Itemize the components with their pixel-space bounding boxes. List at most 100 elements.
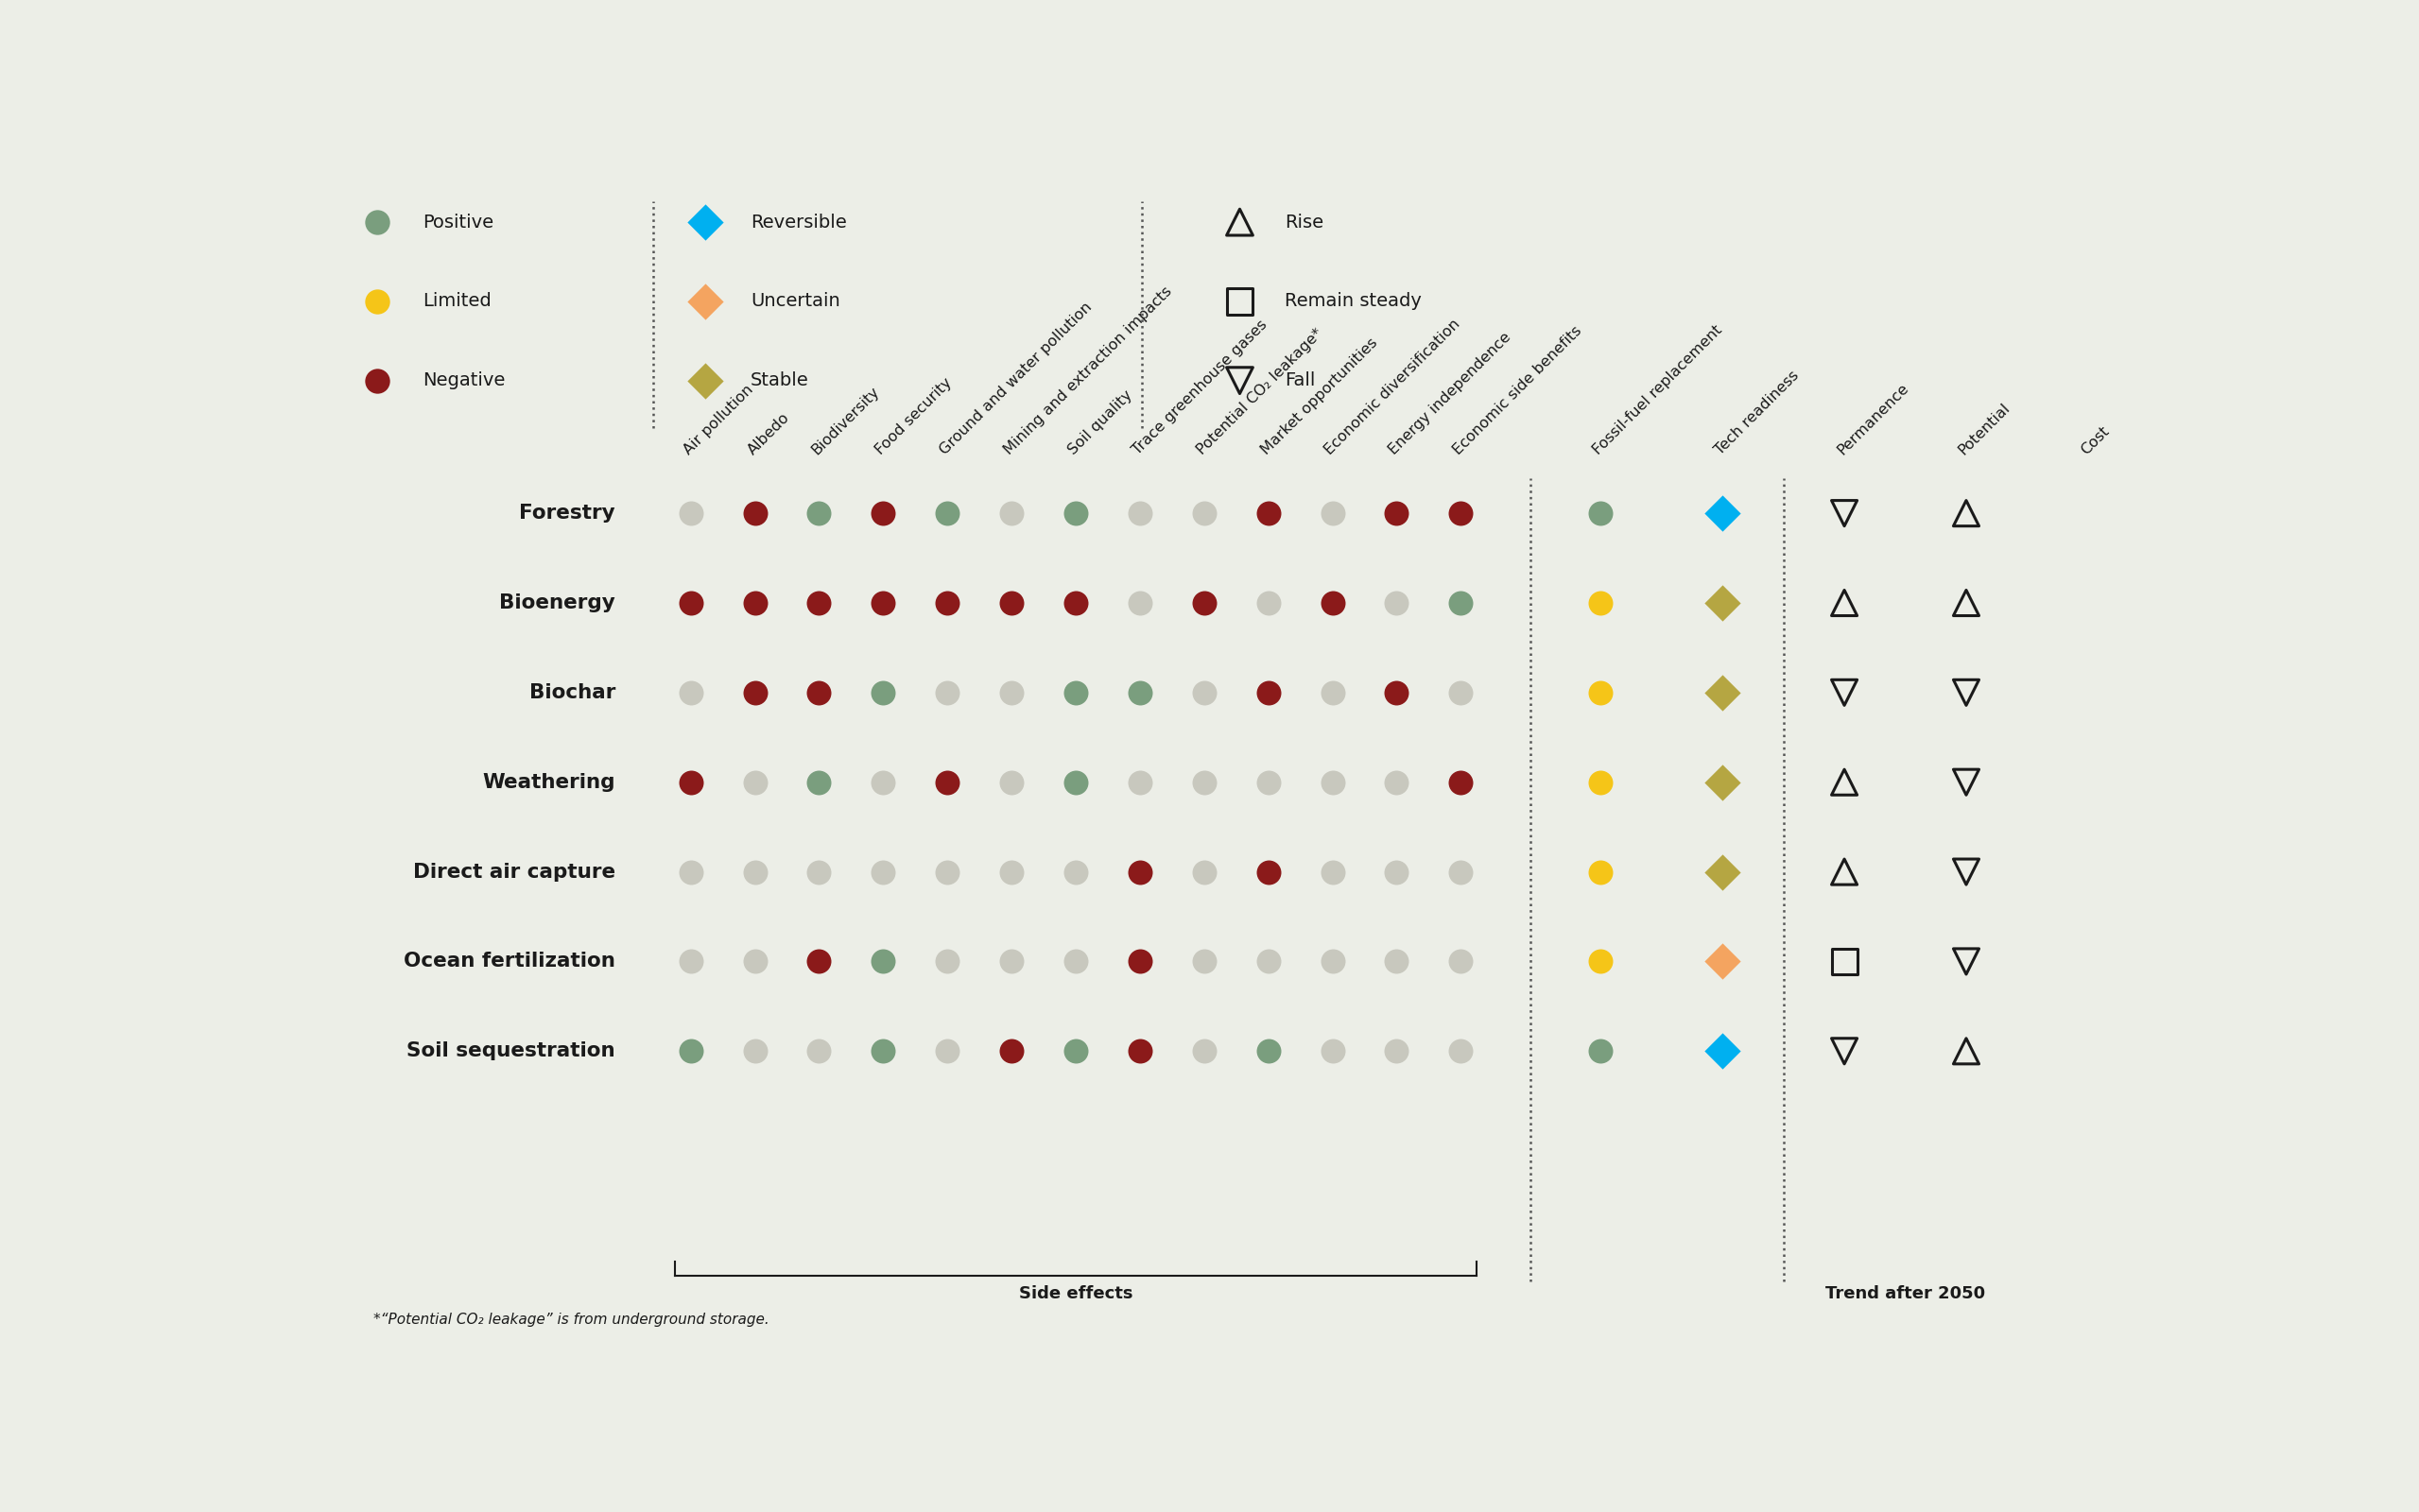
Point	[1376, 860, 1415, 885]
Text: Direct air capture: Direct air capture	[414, 862, 614, 881]
Text: Trace greenhouse gases: Trace greenhouse gases	[1130, 318, 1270, 458]
Point	[1442, 500, 1480, 525]
Point	[1376, 591, 1415, 615]
Point	[1703, 680, 1742, 705]
Point	[1185, 591, 1224, 615]
Point	[1120, 770, 1159, 794]
Point	[992, 591, 1030, 615]
Point	[1703, 950, 1742, 974]
Text: Ocean fertilization: Ocean fertilization	[404, 953, 614, 971]
Point	[735, 680, 774, 705]
Point	[1248, 500, 1287, 525]
Point	[672, 680, 711, 705]
Point	[1442, 950, 1480, 974]
Text: Cost: Cost	[2078, 423, 2112, 458]
Point	[1057, 770, 1096, 794]
Point	[992, 860, 1030, 885]
Point	[864, 950, 902, 974]
Text: Side effects: Side effects	[1018, 1285, 1132, 1302]
Point	[801, 950, 839, 974]
Point	[992, 950, 1030, 974]
Point	[672, 950, 711, 974]
Point	[1947, 500, 1986, 525]
Text: Potential CO₂ leakage*: Potential CO₂ leakage*	[1195, 327, 1326, 458]
Text: Potential: Potential	[1957, 401, 2013, 458]
Point	[1947, 770, 1986, 794]
Point	[735, 770, 774, 794]
Point	[1824, 500, 1863, 525]
Point	[1376, 1039, 1415, 1063]
Point	[864, 680, 902, 705]
Point	[1120, 500, 1159, 525]
Point	[1947, 591, 1986, 615]
Point	[1057, 500, 1096, 525]
Point	[687, 369, 726, 393]
Point	[735, 500, 774, 525]
Text: Weathering: Weathering	[484, 773, 614, 792]
Text: Tech readiness: Tech readiness	[1713, 369, 1802, 458]
Text: Bioenergy: Bioenergy	[498, 593, 614, 612]
Point	[1947, 1039, 1986, 1063]
Point	[358, 369, 397, 393]
Text: Ground and water pollution: Ground and water pollution	[936, 299, 1096, 458]
Point	[1582, 680, 1621, 705]
Text: Market opportunities: Market opportunities	[1258, 336, 1381, 458]
Point	[1824, 1039, 1863, 1063]
Point	[864, 500, 902, 525]
Point	[735, 1039, 774, 1063]
Point	[929, 591, 968, 615]
Point	[1248, 860, 1287, 885]
Point	[672, 1039, 711, 1063]
Point	[1057, 950, 1096, 974]
Point	[1185, 1039, 1224, 1063]
Point	[1442, 680, 1480, 705]
Point	[735, 950, 774, 974]
Point	[1582, 591, 1621, 615]
Point	[929, 680, 968, 705]
Point	[992, 1039, 1030, 1063]
Text: Fall: Fall	[1284, 372, 1316, 390]
Point	[1222, 210, 1260, 234]
Point	[1582, 1039, 1621, 1063]
Point	[1703, 500, 1742, 525]
Point	[1222, 369, 1260, 393]
Point	[1442, 860, 1480, 885]
Point	[1185, 770, 1224, 794]
Text: Soil quality: Soil quality	[1067, 389, 1135, 458]
Point	[1582, 860, 1621, 885]
Point	[1314, 770, 1352, 794]
Point	[672, 591, 711, 615]
Point	[1703, 770, 1742, 794]
Text: Economic side benefits: Economic side benefits	[1451, 324, 1584, 458]
Point	[735, 591, 774, 615]
Point	[801, 1039, 839, 1063]
Point	[929, 500, 968, 525]
Text: Permanence: Permanence	[1834, 381, 1911, 458]
Point	[1248, 1039, 1287, 1063]
Point	[1442, 1039, 1480, 1063]
Point	[1376, 770, 1415, 794]
Point	[1582, 500, 1621, 525]
Point	[1185, 680, 1224, 705]
Point	[1582, 770, 1621, 794]
Text: Reversible: Reversible	[750, 213, 847, 231]
Point	[992, 500, 1030, 525]
Point	[801, 860, 839, 885]
Point	[1185, 500, 1224, 525]
Text: Air pollution: Air pollution	[680, 383, 755, 458]
Point	[1185, 860, 1224, 885]
Point	[672, 860, 711, 885]
Point	[1824, 950, 1863, 974]
Text: Albedo: Albedo	[745, 410, 791, 458]
Point	[929, 770, 968, 794]
Point	[1703, 591, 1742, 615]
Point	[1314, 950, 1352, 974]
Point	[1248, 950, 1287, 974]
Text: Stable: Stable	[750, 372, 808, 390]
Point	[1442, 770, 1480, 794]
Point	[1314, 591, 1352, 615]
Text: Negative: Negative	[423, 372, 506, 390]
Point	[1947, 860, 1986, 885]
Point	[1314, 500, 1352, 525]
Point	[1248, 591, 1287, 615]
